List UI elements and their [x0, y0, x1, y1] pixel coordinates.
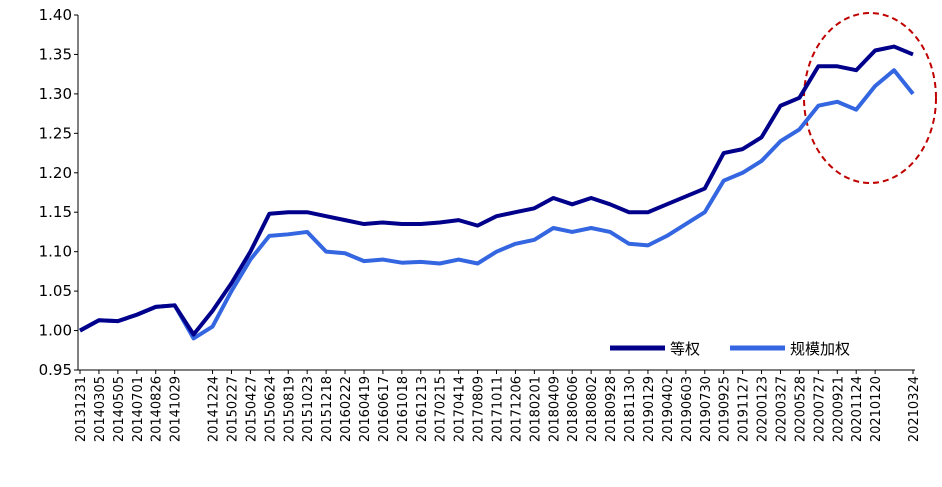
x-tick-label: 20180928	[604, 376, 619, 442]
x-tick-label: 20171011	[491, 376, 506, 442]
series-line	[79, 44, 914, 337]
x-tick-label: 20190925	[718, 376, 733, 442]
x-tick-label: 20180409	[547, 376, 562, 442]
x-tick-label: 20150624	[263, 376, 278, 442]
x-tick-label: 20131231	[74, 376, 89, 442]
series-line	[79, 68, 915, 341]
x-tick-label: 20141029	[169, 376, 184, 442]
x-tick-label: 20151218	[320, 376, 335, 442]
x-tick-label: 20200123	[756, 376, 771, 442]
y-tick-label: 1.40	[39, 6, 72, 24]
x-tick-label: 20190402	[661, 376, 676, 442]
x-tick-label: 20210324	[907, 376, 922, 442]
legend-label: 规模加权	[790, 340, 850, 358]
x-tick-label: 20191127	[737, 376, 752, 442]
x-tick-label: 20140305	[93, 376, 108, 442]
x-tick-label: 20180606	[566, 376, 581, 442]
x-tick-label: 20200921	[831, 376, 846, 442]
x-tick-label: 20140505	[112, 376, 127, 442]
y-tick-label: 1.10	[39, 243, 72, 261]
x-tick-label: 20200727	[812, 376, 827, 442]
x-tick-label: 20150819	[282, 376, 297, 442]
y-tick-label: 1.00	[39, 322, 72, 340]
y-tick-label: 1.25	[39, 124, 72, 142]
highlight-ellipse	[803, 12, 937, 184]
x-tick-label: 20210120	[869, 376, 884, 442]
y-tick-label: 1.05	[39, 282, 72, 300]
x-tick-label: 20171206	[509, 376, 524, 442]
x-tick-label: 20170215	[434, 376, 449, 442]
y-tick-label: 1.35	[39, 45, 72, 63]
x-tick-label: 20150227	[225, 376, 240, 442]
x-tick-label: 20141224	[207, 376, 222, 442]
x-tick-label: 20170414	[453, 376, 468, 442]
x-tick-label: 20180802	[585, 376, 600, 442]
x-tick-label: 20200327	[774, 376, 789, 442]
x-tick-label: 20161018	[396, 376, 411, 442]
x-tick-label: 20190603	[680, 376, 695, 442]
x-tick-label: 20201124	[850, 376, 865, 442]
x-tick-label: 20151023	[301, 376, 316, 442]
x-tick-label: 20140826	[150, 376, 165, 442]
x-tick-label: 20140701	[131, 376, 146, 442]
x-tick-label: 20160222	[339, 376, 354, 442]
y-tick-label: 1.15	[39, 203, 72, 221]
x-tick-label: 20190730	[699, 376, 714, 442]
x-tick-label: 20181130	[623, 376, 638, 442]
x-tick-label: 20180201	[528, 376, 543, 442]
x-tick-label: 20150427	[244, 376, 259, 442]
x-tick-label: 20190129	[642, 376, 657, 442]
x-tick-label: 20170809	[472, 376, 487, 442]
x-tick-label: 20161213	[415, 376, 430, 442]
y-tick-label: 0.95	[39, 361, 72, 379]
x-tick-label: 20200528	[793, 376, 808, 442]
x-tick-label: 20160617	[377, 376, 392, 442]
y-tick-label: 1.20	[39, 164, 72, 182]
x-tick-label: 20160419	[358, 376, 373, 442]
legend-label: 等权	[670, 340, 700, 358]
y-tick-label: 1.30	[39, 85, 72, 103]
